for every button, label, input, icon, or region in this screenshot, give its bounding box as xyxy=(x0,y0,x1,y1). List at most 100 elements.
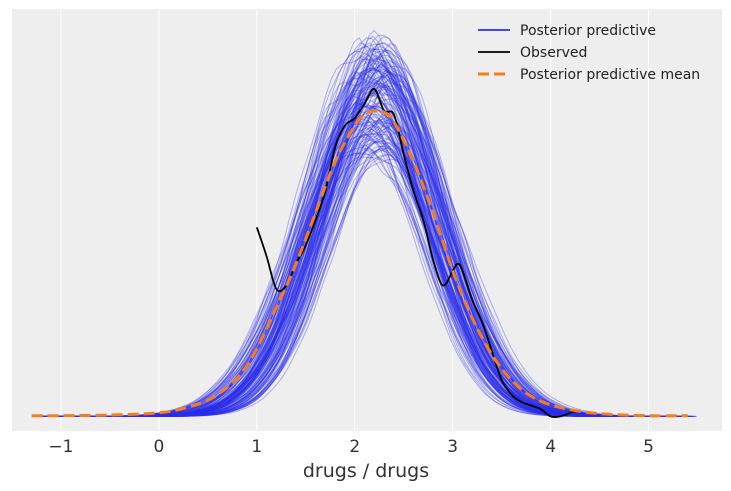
posterior-predictive-sample-line xyxy=(93,66,639,417)
posterior-predictive-sample-line xyxy=(33,102,620,417)
posterior-predictive-sample-line xyxy=(98,124,641,417)
posterior-predictive-sample-line xyxy=(69,128,651,417)
posterior-predictive-sample-line xyxy=(81,131,681,417)
posterior-predictive-sample-line xyxy=(68,137,635,417)
posterior-predictive-sample-line xyxy=(110,43,682,417)
posterior-predictive-sample-line xyxy=(95,48,622,417)
posterior-predictive-sample-line xyxy=(72,49,613,417)
posterior-predictive-sample-line xyxy=(37,76,667,417)
posterior-predictive-sample-line xyxy=(113,148,632,417)
posterior-predictive-sample-line xyxy=(35,115,645,417)
posterior-predictive-sample-line xyxy=(62,83,648,417)
posterior-predictive-sample-line xyxy=(41,68,662,417)
posterior-predictive-sample-line xyxy=(45,144,685,417)
x-tick-label: 3 xyxy=(447,437,458,457)
posterior-predictive-sample-line xyxy=(57,65,638,417)
posterior-predictive-sample-line xyxy=(116,59,653,417)
posterior-predictive-sample-line xyxy=(95,118,642,417)
posterior-predictive-sample-line xyxy=(105,121,624,417)
posterior-predictive-sample-line xyxy=(102,29,646,417)
posterior-predictive-sample-line xyxy=(114,156,679,417)
legend: Posterior predictive Observed Posterior … xyxy=(478,23,700,83)
posterior-predictive-sample-line xyxy=(114,147,613,417)
posterior-predictive-sample-line xyxy=(73,72,675,417)
posterior-predictive-sample-line xyxy=(60,94,656,417)
posterior-predictive-sample-line xyxy=(97,47,657,417)
posterior-predictive-sample-line xyxy=(114,86,681,417)
posterior-predictive-sample-line xyxy=(100,60,679,417)
posterior-predictive-sample-line xyxy=(74,125,633,417)
x-tick-label: 2 xyxy=(349,437,360,457)
posterior-predictive-sample-line xyxy=(33,62,634,417)
posterior-predictive-sample-line xyxy=(91,102,619,417)
posterior-predictive-sample-line xyxy=(117,90,651,417)
posterior-predictive-sample-line xyxy=(59,124,685,417)
posterior-predictive-sample-line xyxy=(103,68,681,417)
posterior-predictive-sample-line xyxy=(56,60,669,417)
posterior-predictive-sample-line xyxy=(31,76,655,417)
posterior-predictive-sample-line xyxy=(43,115,675,417)
posterior-predictive-sample-line xyxy=(33,126,695,417)
posterior-predictive-sample-line xyxy=(73,50,627,417)
posterior-predictive-sample-line xyxy=(108,66,642,417)
x-tick-label: 4 xyxy=(545,437,556,457)
posterior-predictive-sample-line xyxy=(36,148,613,417)
posterior-predictive-sample-line xyxy=(54,154,656,417)
posterior-predictive-sample-line xyxy=(105,154,612,417)
posterior-predictive-sample-line xyxy=(94,113,630,417)
posterior-predictive-sample-line xyxy=(56,100,615,417)
posterior-predictive-sample-line xyxy=(84,110,626,417)
posterior-predictive-sample-line xyxy=(78,119,691,417)
legend-label-observed: Observed xyxy=(520,45,587,61)
posterior-predictive-sample-line xyxy=(37,75,681,417)
posterior-predictive-sample-line xyxy=(44,86,638,417)
posterior-predictive-sample-line xyxy=(107,106,667,417)
posterior-predictive-sample-line xyxy=(100,59,636,417)
posterior-predictive-sample-line xyxy=(69,105,660,417)
posterior-predictive-sample-line xyxy=(43,58,613,417)
legend-label-posterior-predictive-mean: Posterior predictive mean xyxy=(520,67,700,83)
posterior-predictive-sample-line xyxy=(50,102,651,417)
x-tick-label: −1 xyxy=(48,437,73,457)
posterior-predictive-sample-line xyxy=(102,116,643,417)
posterior-predictive-sample-line xyxy=(55,135,695,417)
posterior-predictive-sample-line xyxy=(64,124,691,417)
x-tick-label: 1 xyxy=(251,437,262,457)
posterior-predictive-sample-line xyxy=(73,54,657,417)
posterior-predictive-sample-line xyxy=(101,46,680,417)
posterior-predictive-sample-line xyxy=(72,53,662,417)
x-axis-ticks: −1 0 1 2 3 4 5 xyxy=(48,437,654,457)
posterior-predictive-sample-line xyxy=(75,98,615,417)
posterior-predictive-sample-line xyxy=(56,45,636,417)
posterior-predictive-sample-line xyxy=(52,124,630,417)
posterior-predictive-sample-line xyxy=(93,140,677,417)
posterior-predictive-sample-line xyxy=(107,147,642,417)
posterior-predictive-sample-line xyxy=(63,42,653,417)
posterior-predictive-sample-line xyxy=(109,82,647,417)
posterior-predictive-sample-line xyxy=(119,81,670,417)
x-axis-label: drugs / drugs xyxy=(303,460,429,482)
posterior-predictive-sample-line xyxy=(110,149,667,417)
posterior-predictive-sample-line xyxy=(91,42,677,417)
posterior-predictive-sample-line xyxy=(45,48,610,417)
posterior-predictive-sample-line xyxy=(70,36,645,417)
posterior-predictive-sample-line xyxy=(51,73,682,417)
posterior-predictive-sample-line xyxy=(81,34,675,417)
posterior-predictive-sample-line xyxy=(64,126,682,417)
posterior-predictive-sample-line xyxy=(94,82,636,417)
posterior-predictive-sample-line xyxy=(109,51,656,417)
x-tick-label: 0 xyxy=(153,437,164,457)
posterior-predictive-sample-line xyxy=(34,85,691,417)
posterior-predictive-sample-line xyxy=(34,133,628,417)
posterior-predictive-sample-line xyxy=(82,128,631,417)
posterior-predictive-sample-line xyxy=(38,97,691,417)
posterior-predictive-sample-line xyxy=(106,37,674,417)
posterior-predictive-sample-line xyxy=(57,77,674,417)
plot-background xyxy=(12,9,722,431)
posterior-predictive-sample-line xyxy=(70,116,613,417)
posterior-predictive-sample-line xyxy=(97,122,649,417)
x-tick-label: 5 xyxy=(643,437,654,457)
posterior-predictive-sample-line xyxy=(93,64,627,417)
posterior-predictive-mean-line xyxy=(31,109,688,418)
